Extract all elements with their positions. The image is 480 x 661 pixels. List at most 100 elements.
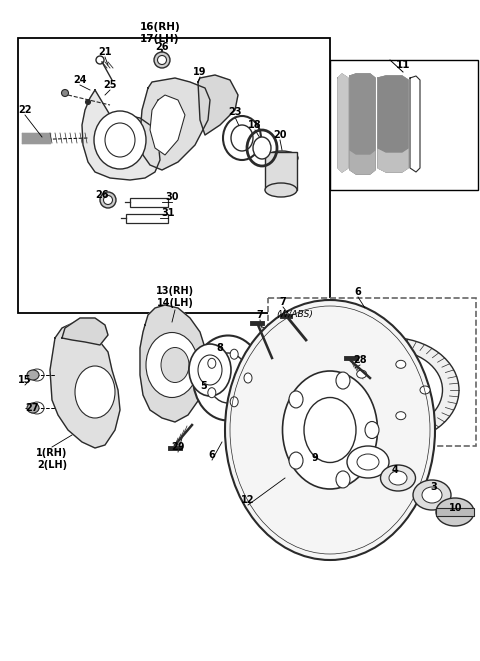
Text: 13(RH)
14(LH): 13(RH) 14(LH) xyxy=(156,286,194,308)
Text: 29: 29 xyxy=(171,442,185,452)
Polygon shape xyxy=(62,318,108,345)
Ellipse shape xyxy=(75,366,115,418)
Ellipse shape xyxy=(283,371,377,489)
Text: 21: 21 xyxy=(98,47,112,57)
Bar xyxy=(18,38,330,313)
Text: 15: 15 xyxy=(18,375,32,385)
Ellipse shape xyxy=(146,332,198,397)
Text: 19: 19 xyxy=(193,67,207,77)
Text: 26: 26 xyxy=(95,190,109,200)
Ellipse shape xyxy=(193,336,263,420)
Text: 4: 4 xyxy=(392,465,398,475)
Ellipse shape xyxy=(208,358,216,368)
Ellipse shape xyxy=(321,338,459,442)
Ellipse shape xyxy=(337,350,443,430)
Ellipse shape xyxy=(396,360,406,368)
Text: 3: 3 xyxy=(431,482,437,492)
Ellipse shape xyxy=(225,300,435,560)
Ellipse shape xyxy=(230,349,238,359)
Ellipse shape xyxy=(289,452,303,469)
Polygon shape xyxy=(350,74,375,154)
Text: 1(RH)
2(LH): 1(RH) 2(LH) xyxy=(36,448,68,469)
Polygon shape xyxy=(140,305,205,422)
Ellipse shape xyxy=(304,397,356,463)
Ellipse shape xyxy=(85,100,91,104)
Text: 7: 7 xyxy=(280,297,287,307)
Ellipse shape xyxy=(94,111,146,169)
Text: (W/ABS): (W/ABS) xyxy=(276,310,313,319)
Polygon shape xyxy=(50,322,120,448)
Text: 5: 5 xyxy=(201,381,207,391)
Text: 18: 18 xyxy=(248,120,262,130)
Ellipse shape xyxy=(231,125,253,151)
Ellipse shape xyxy=(244,373,252,383)
Ellipse shape xyxy=(422,487,442,503)
Text: 9: 9 xyxy=(312,453,318,463)
Text: 20: 20 xyxy=(273,130,287,140)
Bar xyxy=(436,508,474,516)
Ellipse shape xyxy=(413,480,451,510)
Ellipse shape xyxy=(161,348,189,383)
Ellipse shape xyxy=(198,355,222,385)
Text: 30: 30 xyxy=(165,192,179,202)
Text: 8: 8 xyxy=(216,343,223,353)
Polygon shape xyxy=(378,76,408,172)
Ellipse shape xyxy=(336,372,350,389)
Ellipse shape xyxy=(266,151,298,165)
Ellipse shape xyxy=(253,137,271,159)
Ellipse shape xyxy=(389,471,407,485)
Text: 27: 27 xyxy=(25,403,39,413)
Ellipse shape xyxy=(360,367,420,413)
Ellipse shape xyxy=(436,498,474,526)
Ellipse shape xyxy=(61,89,69,97)
Text: 25: 25 xyxy=(103,80,117,90)
Ellipse shape xyxy=(289,391,303,408)
Bar xyxy=(126,214,168,223)
Bar xyxy=(130,198,168,207)
Ellipse shape xyxy=(420,386,430,394)
Polygon shape xyxy=(338,74,348,172)
Polygon shape xyxy=(150,95,185,155)
Text: 26: 26 xyxy=(155,42,169,52)
Ellipse shape xyxy=(396,412,406,420)
Polygon shape xyxy=(198,75,238,135)
Ellipse shape xyxy=(105,123,135,157)
Polygon shape xyxy=(350,74,375,174)
Text: 7: 7 xyxy=(257,310,264,320)
Ellipse shape xyxy=(357,402,367,410)
Ellipse shape xyxy=(357,370,367,378)
Ellipse shape xyxy=(265,183,297,197)
Polygon shape xyxy=(378,76,408,152)
Text: 12: 12 xyxy=(241,495,255,505)
Ellipse shape xyxy=(357,454,379,470)
Ellipse shape xyxy=(365,422,379,438)
Polygon shape xyxy=(82,90,160,180)
Ellipse shape xyxy=(381,465,416,491)
Ellipse shape xyxy=(154,52,170,68)
Ellipse shape xyxy=(100,192,116,208)
Text: 6: 6 xyxy=(209,450,216,460)
Text: 24: 24 xyxy=(73,75,87,85)
Text: 11: 11 xyxy=(396,60,410,70)
Bar xyxy=(265,152,297,190)
Polygon shape xyxy=(140,78,210,170)
Ellipse shape xyxy=(208,353,248,403)
Ellipse shape xyxy=(336,471,350,488)
Text: 22: 22 xyxy=(18,105,32,115)
Text: 6: 6 xyxy=(355,287,361,297)
Ellipse shape xyxy=(189,344,231,396)
Text: 31: 31 xyxy=(161,208,175,218)
Text: 16(RH)
17(LH): 16(RH) 17(LH) xyxy=(140,22,180,44)
Ellipse shape xyxy=(208,388,216,398)
Bar xyxy=(268,298,476,446)
Text: 10: 10 xyxy=(449,503,463,513)
Ellipse shape xyxy=(27,370,39,380)
Ellipse shape xyxy=(27,403,39,413)
Text: 23: 23 xyxy=(228,107,242,117)
Ellipse shape xyxy=(230,397,238,407)
Ellipse shape xyxy=(104,196,112,204)
Bar xyxy=(330,60,478,190)
Ellipse shape xyxy=(157,56,167,65)
Ellipse shape xyxy=(347,446,389,478)
Text: 28: 28 xyxy=(353,355,367,365)
